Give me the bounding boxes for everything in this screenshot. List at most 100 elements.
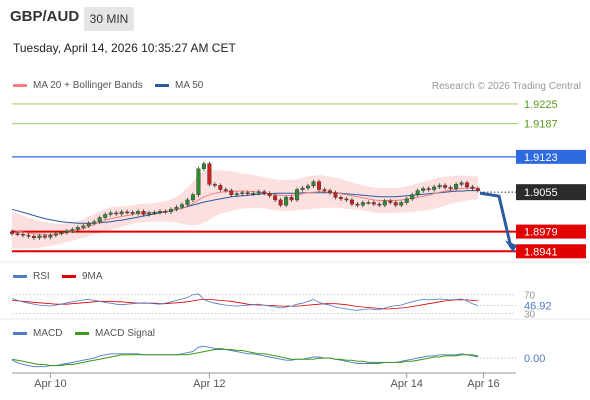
candle-body (421, 188, 426, 191)
candle-body (20, 233, 25, 236)
rsi-level-label: 70 (524, 291, 536, 302)
candle-body (426, 188, 431, 190)
x-tick-label: Apr 12 (193, 378, 225, 390)
rsi-line (11, 293, 479, 311)
projection-arrow-line (479, 191, 513, 248)
candle-body (355, 203, 360, 206)
candle-body (136, 211, 141, 214)
candle-body (196, 168, 201, 195)
candle-body (399, 202, 404, 206)
candle-body (108, 212, 113, 215)
legend-ma50-label: MA 50 (175, 80, 204, 91)
level-label: 1.8979 (524, 227, 558, 239)
candle-body (306, 185, 311, 189)
timestamp: Tuesday, April 14, 2026 10:35:27 AM CET (13, 41, 236, 55)
candle-body (410, 194, 415, 200)
candle-body (393, 202, 398, 206)
macd-current-label: 0.00 (524, 353, 545, 365)
candle-body (201, 163, 206, 170)
candle-body (289, 197, 294, 201)
candle-body (366, 202, 371, 204)
candle-body (295, 189, 300, 201)
ma50-swatch (155, 84, 169, 87)
level-label: 1.9187 (524, 119, 558, 131)
candle-body (64, 230, 69, 233)
candle-body (147, 212, 152, 215)
candle-body (86, 223, 91, 227)
candle-body (103, 214, 108, 218)
legend-rsi: RSI (13, 271, 50, 282)
candle-body (37, 235, 42, 239)
candle-body (141, 211, 146, 215)
candle-body (432, 186, 437, 190)
candle-body (256, 191, 261, 194)
candle-body (278, 199, 283, 206)
ma20-swatch (13, 84, 27, 87)
candle-body (338, 197, 343, 200)
candle-body (125, 211, 130, 214)
current-price-label: 1.9055 (524, 187, 558, 199)
rsi-current-label: 46.92 (524, 301, 552, 313)
candle-body (42, 235, 47, 238)
timeframe-badge[interactable]: 30 MIN (84, 7, 134, 31)
projection-arrow-head (505, 240, 517, 253)
symbol-title: GBP/AUD (10, 8, 80, 25)
candle-body (119, 211, 124, 215)
candle-body (70, 229, 75, 232)
candle-body (75, 227, 80, 230)
legend-ma20-bb: MA 20 + Bollinger Bands (13, 80, 143, 91)
candle-body (267, 192, 272, 196)
candle-body (454, 184, 459, 189)
candle-body (234, 193, 239, 195)
level-badge (516, 149, 586, 164)
9ma-swatch (62, 275, 76, 278)
macd-line (11, 345, 479, 368)
rsi-9ma-line (11, 299, 479, 310)
macd-signal-line (11, 349, 479, 367)
candle-body (404, 198, 409, 203)
candle-body (185, 199, 190, 205)
candle-body (114, 212, 119, 215)
candle-body (212, 184, 217, 186)
candle-body (48, 235, 53, 238)
macd-swatch (13, 332, 27, 335)
legend-rsi-label: RSI (33, 271, 50, 282)
candle-body (459, 182, 464, 185)
candle-body (97, 217, 102, 222)
legend-macd: MACD (13, 328, 62, 339)
candle-body (371, 202, 376, 205)
level-badge (516, 224, 586, 239)
candle-body (470, 186, 475, 189)
candle-body (218, 185, 223, 190)
legend-macd-signal-label: MACD Signal (95, 328, 156, 339)
x-tick-label: Apr 10 (34, 378, 66, 390)
level-label: 1.9225 (524, 99, 558, 111)
research-credit: Research © 2026 Trading Central (431, 81, 581, 92)
legend-ma20-label: MA 20 + Bollinger Bands (33, 80, 143, 91)
candle-body (300, 187, 305, 190)
candle-body (322, 189, 327, 191)
candle-body (251, 192, 256, 195)
candle-body (317, 181, 322, 190)
candle-body (349, 199, 354, 205)
candle-body (437, 185, 442, 188)
candle-body (476, 188, 481, 191)
candle-body (31, 236, 36, 239)
level-badge (516, 244, 586, 259)
candle-body (179, 204, 184, 208)
rsi-level-label: 30 (524, 310, 536, 321)
candle-body (311, 181, 316, 187)
candle-body (158, 211, 163, 213)
candle-body (130, 212, 135, 214)
candle-body (240, 192, 245, 194)
x-tick-label: Apr 14 (391, 378, 423, 390)
legend-ma50: MA 50 (155, 80, 203, 91)
candle-body (382, 200, 387, 206)
candle-body (245, 192, 250, 194)
candle-body (388, 200, 393, 203)
candle-body (174, 206, 179, 210)
candle-body (273, 195, 278, 201)
legend-9ma-label: 9MA (82, 271, 103, 282)
rsi-swatch (13, 275, 27, 278)
